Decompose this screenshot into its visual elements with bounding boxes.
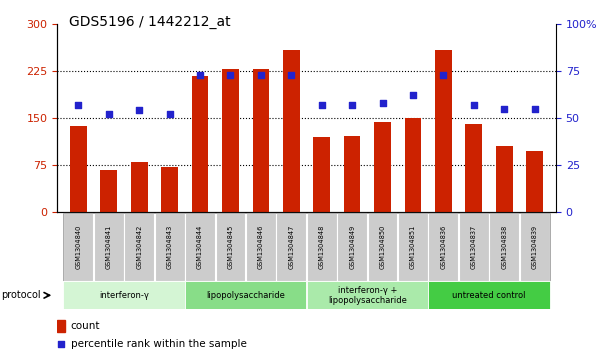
Text: GSM1304845: GSM1304845 <box>227 225 233 269</box>
Bar <box>307 213 337 281</box>
Point <box>135 107 144 113</box>
Point <box>256 72 266 77</box>
Bar <box>70 126 87 212</box>
Text: GSM1304840: GSM1304840 <box>75 225 81 269</box>
Bar <box>246 213 276 281</box>
Bar <box>429 213 459 281</box>
Bar <box>131 162 148 212</box>
Text: GSM1304838: GSM1304838 <box>501 225 507 269</box>
Text: GSM1304836: GSM1304836 <box>441 225 447 269</box>
Bar <box>404 118 421 212</box>
Bar <box>465 124 482 212</box>
Text: interferon-γ: interferon-γ <box>99 291 149 300</box>
Point <box>104 111 114 117</box>
Point <box>408 93 418 98</box>
Bar <box>185 213 215 281</box>
Bar <box>94 213 124 281</box>
Bar <box>368 213 397 281</box>
Bar <box>429 281 549 309</box>
Bar <box>216 213 245 281</box>
Point <box>165 111 174 117</box>
Point <box>469 102 478 108</box>
Text: GDS5196 / 1442212_at: GDS5196 / 1442212_at <box>69 15 231 29</box>
Bar <box>124 213 154 281</box>
Bar <box>435 50 452 212</box>
Text: GSM1304849: GSM1304849 <box>349 225 355 269</box>
Bar <box>398 213 428 281</box>
Bar <box>252 69 269 212</box>
Bar <box>496 146 513 212</box>
Bar <box>64 213 93 281</box>
Text: GSM1304850: GSM1304850 <box>380 225 386 269</box>
Text: GSM1304842: GSM1304842 <box>136 225 142 269</box>
Text: GSM1304847: GSM1304847 <box>288 225 294 269</box>
Text: GSM1304843: GSM1304843 <box>166 225 172 269</box>
Bar <box>276 213 306 281</box>
Text: GSM1304841: GSM1304841 <box>106 225 112 269</box>
Point <box>225 72 235 77</box>
Text: GSM1304839: GSM1304839 <box>532 225 538 269</box>
Bar <box>185 281 306 309</box>
Bar <box>307 281 428 309</box>
Bar <box>161 167 178 212</box>
Bar <box>344 136 361 212</box>
Point <box>499 106 509 111</box>
Bar <box>222 69 239 212</box>
Text: count: count <box>70 321 100 331</box>
Text: interferon-γ +
lipopolysaccharide: interferon-γ + lipopolysaccharide <box>328 286 407 305</box>
Text: GSM1304851: GSM1304851 <box>410 225 416 269</box>
Bar <box>57 320 66 332</box>
Text: GSM1304837: GSM1304837 <box>471 225 477 269</box>
Text: GSM1304848: GSM1304848 <box>319 225 325 269</box>
Bar <box>64 281 185 309</box>
Text: percentile rank within the sample: percentile rank within the sample <box>70 339 246 349</box>
Point <box>378 100 388 106</box>
Point <box>530 106 540 111</box>
Point <box>195 72 205 77</box>
Point <box>439 72 448 77</box>
Bar <box>526 151 543 212</box>
Point <box>287 72 296 77</box>
Bar <box>459 213 489 281</box>
Bar <box>489 213 519 281</box>
Text: protocol: protocol <box>1 290 41 300</box>
Text: GSM1304844: GSM1304844 <box>197 225 203 269</box>
Text: lipopolysaccharide: lipopolysaccharide <box>206 291 285 300</box>
Bar <box>154 213 185 281</box>
Bar <box>374 122 391 212</box>
Text: untreated control: untreated control <box>453 291 526 300</box>
Text: GSM1304846: GSM1304846 <box>258 225 264 269</box>
Bar <box>313 137 330 212</box>
Bar <box>192 76 209 212</box>
Point <box>73 102 83 108</box>
Bar <box>283 50 300 212</box>
Bar <box>337 213 367 281</box>
Point <box>347 102 357 108</box>
Point <box>56 341 66 347</box>
Bar <box>100 170 117 212</box>
Point <box>317 102 326 108</box>
Bar <box>520 213 549 281</box>
